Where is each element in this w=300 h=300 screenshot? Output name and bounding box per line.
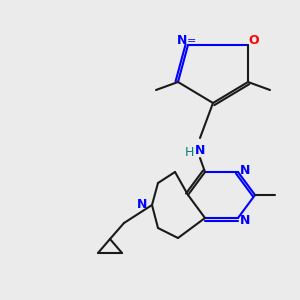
- Text: N: N: [177, 34, 187, 47]
- Text: N: N: [240, 214, 250, 226]
- Text: =: =: [187, 36, 197, 46]
- Text: N: N: [195, 145, 205, 158]
- Text: O: O: [249, 34, 259, 47]
- Text: N: N: [240, 164, 250, 176]
- Text: N: N: [137, 199, 147, 212]
- Text: H: H: [184, 146, 194, 158]
